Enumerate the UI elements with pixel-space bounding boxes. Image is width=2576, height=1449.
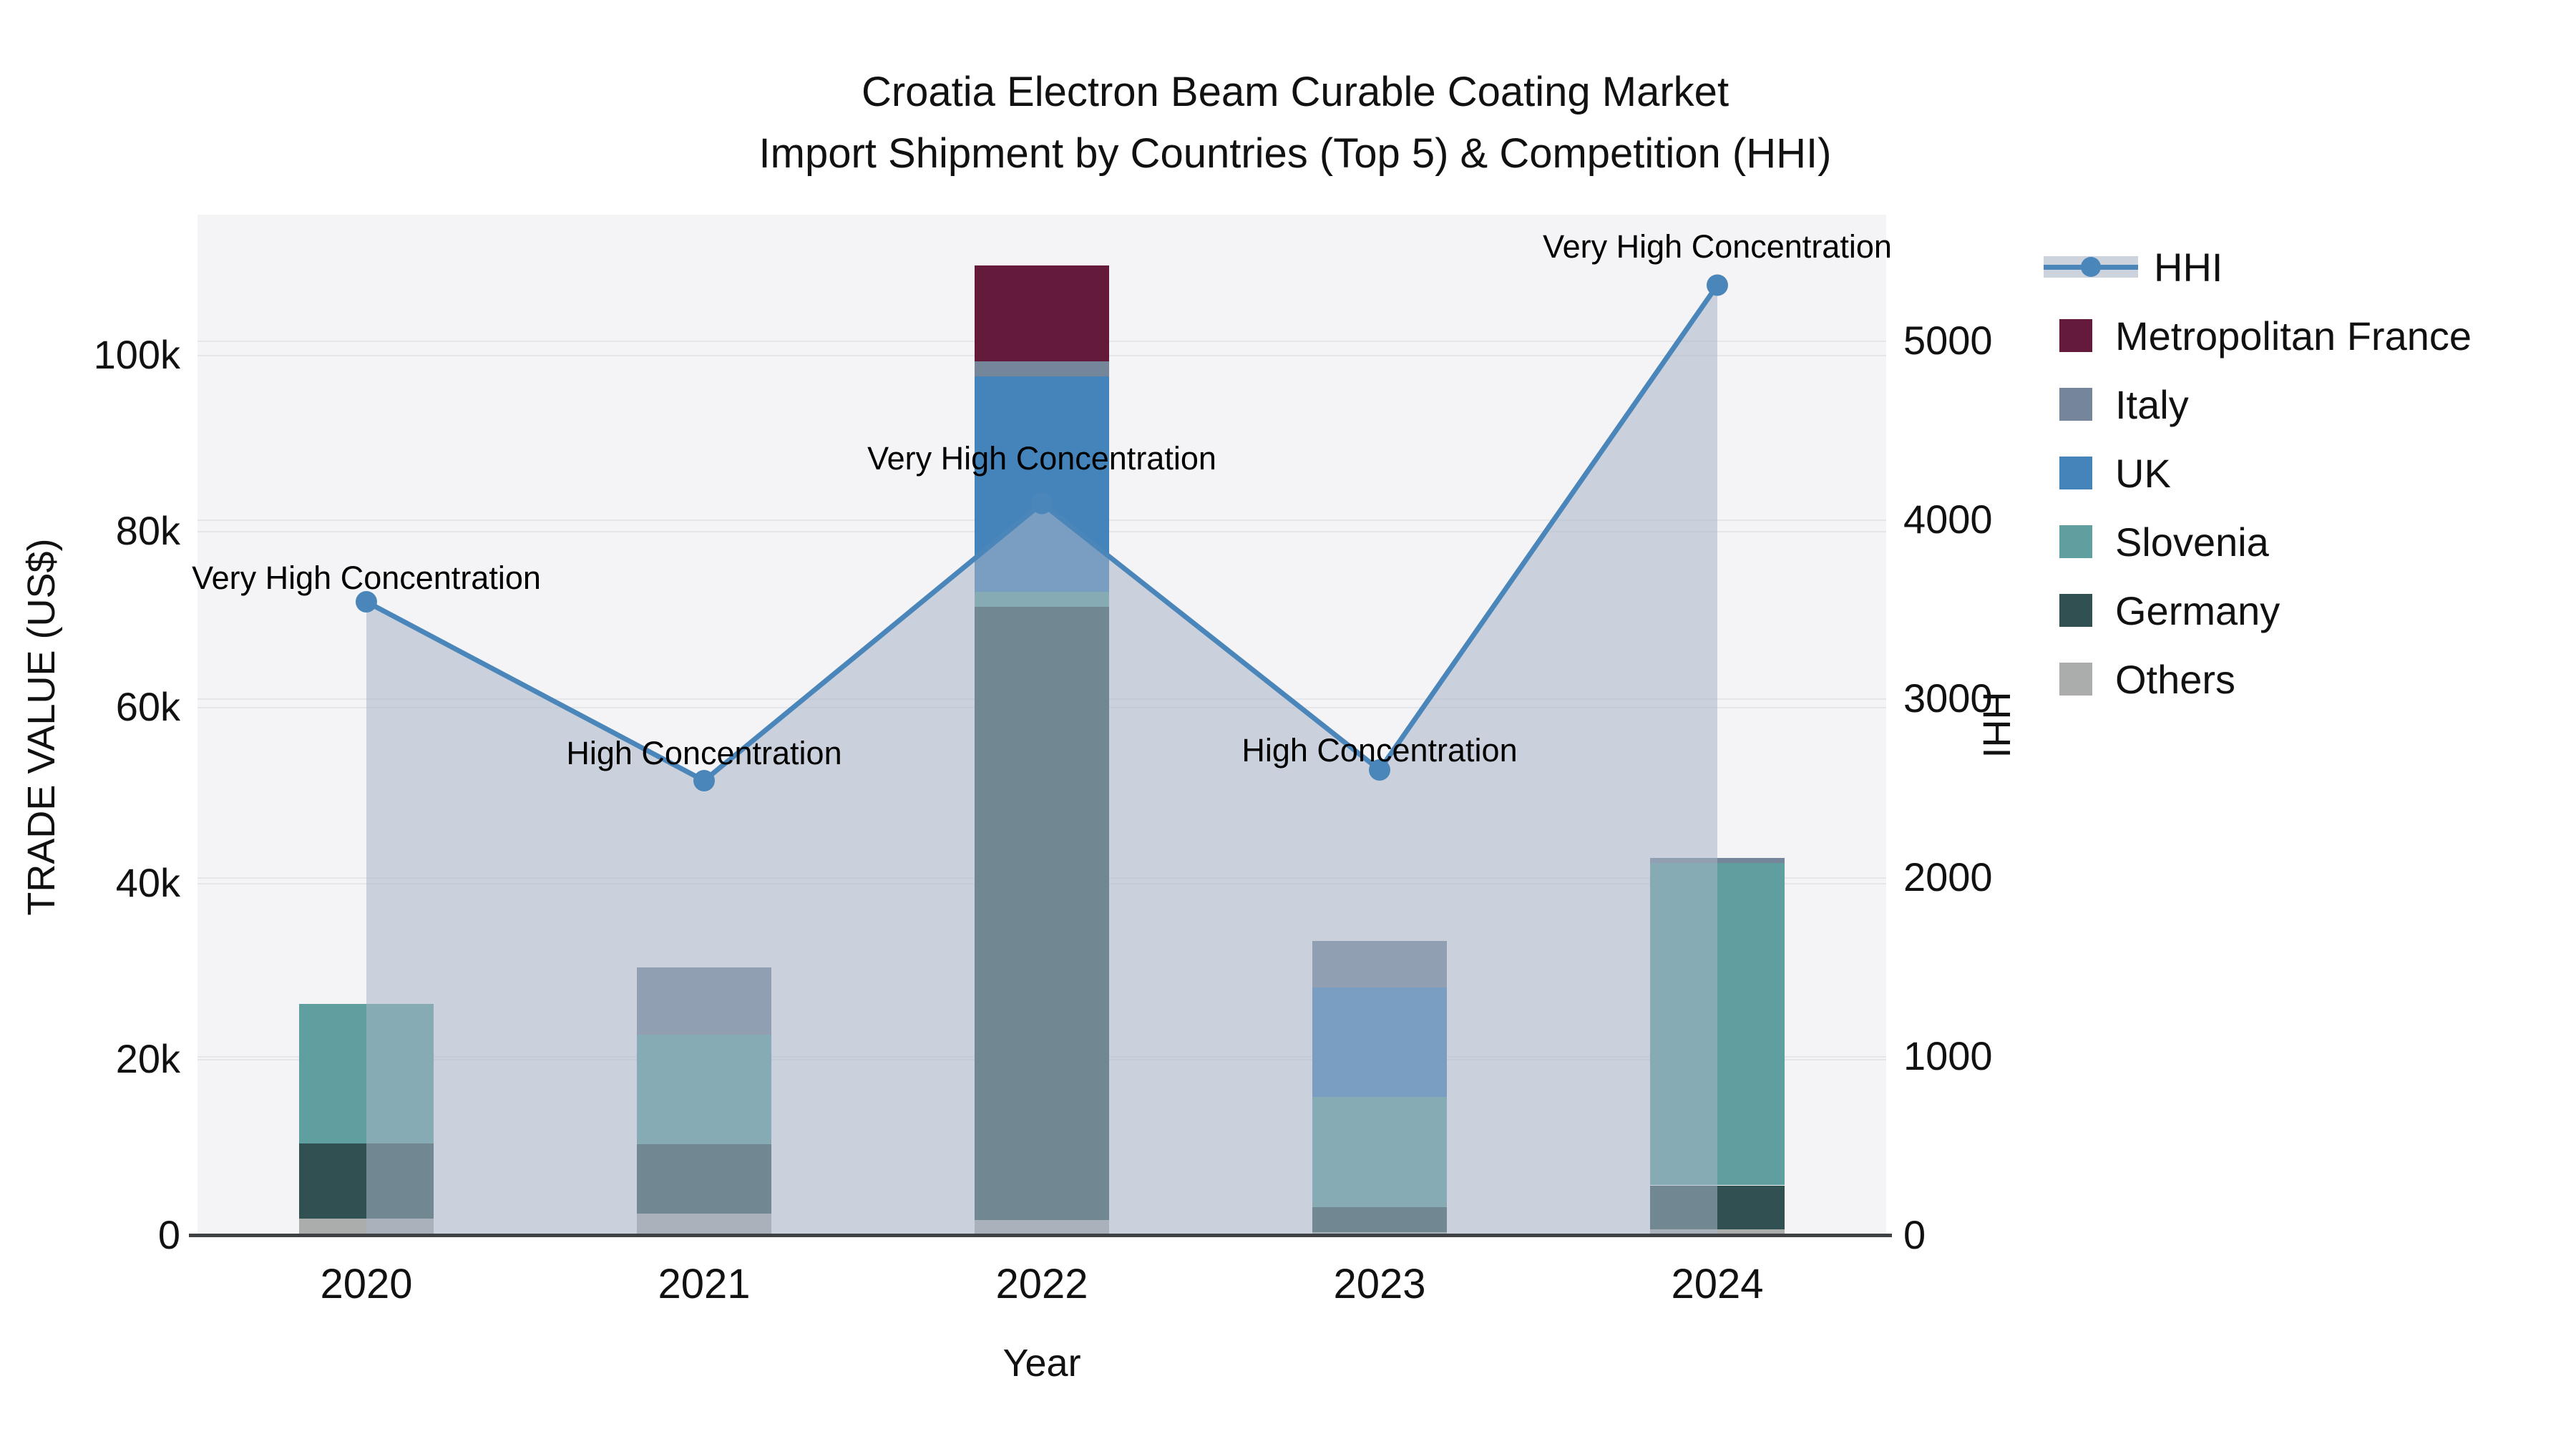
chart-title-line2: Import Shipment by Countries (Top 5) & C… xyxy=(758,130,1832,177)
y-left-tick-label: 40k xyxy=(115,860,180,905)
y-right-tick-label: 2000 xyxy=(1903,854,1993,899)
x-axis-title: Year xyxy=(1002,1342,1081,1385)
legend-swatch-metropolitan-france xyxy=(2059,319,2092,352)
chart-title-line1: Croatia Electron Beam Curable Coating Ma… xyxy=(861,69,1729,115)
bar-segment-germany-2021[interactable] xyxy=(637,1144,771,1214)
legend-item-hhi[interactable]: HHI xyxy=(2044,233,2223,301)
y-right-tick-label: 0 xyxy=(1903,1212,1926,1257)
y-left-tick-label: 80k xyxy=(115,508,180,553)
bar-segment-germany-2020[interactable] xyxy=(299,1143,434,1219)
legend-item-italy[interactable]: Italy xyxy=(2044,370,2189,439)
x-tick-label-2024: 2024 xyxy=(1671,1261,1764,1307)
legend-label: Others xyxy=(2115,656,2236,702)
annotation-2024: Very High Concentration xyxy=(1543,228,1892,265)
chart-title: Croatia Electron Beam Curable Coating Ma… xyxy=(759,62,1832,185)
legend-swatch-slovenia xyxy=(2059,525,2092,558)
x-tick-label-2023: 2023 xyxy=(1333,1261,1426,1307)
y-right-tick-label: 5000 xyxy=(1903,318,1993,363)
annotation-2021: High Concentration xyxy=(566,735,842,771)
bar-segment-italy-2021[interactable] xyxy=(637,967,771,1035)
legend-item-germany[interactable]: Germany xyxy=(2044,576,2280,645)
bar-segment-others-2022[interactable] xyxy=(975,1220,1109,1235)
y-left-tick-label: 100k xyxy=(93,332,180,377)
legend-item-others[interactable]: Others xyxy=(2044,645,2235,713)
bar-segment-uk-2022[interactable] xyxy=(975,376,1109,592)
x-tick-label-2021: 2021 xyxy=(658,1261,751,1307)
bar-segment-others-2021[interactable] xyxy=(637,1214,771,1235)
legend-swatch-italy xyxy=(2059,388,2092,421)
bar-segment-italy-2022[interactable] xyxy=(975,361,1109,376)
legend-label: Metropolitan France xyxy=(2115,313,2472,358)
y-axis-left-title: TRADE VALUE (US$) xyxy=(20,538,63,916)
hhi-legend-sample-icon xyxy=(2044,256,2138,278)
bar-segment-italy-2024[interactable] xyxy=(1650,857,1785,864)
bar-segment-slovenia-2021[interactable] xyxy=(637,1034,771,1145)
legend-swatch-others xyxy=(2059,663,2092,696)
bar-segment-germany-2022[interactable] xyxy=(975,606,1109,1221)
legend-label: HHI xyxy=(2154,244,2223,290)
bar-segment-slovenia-2024[interactable] xyxy=(1650,863,1785,1186)
bar-segment-slovenia-2022[interactable] xyxy=(975,591,1109,607)
legend-swatch-uk xyxy=(2059,457,2092,489)
legend-label: Germany xyxy=(2115,587,2280,633)
bar-segment-uk-2023[interactable] xyxy=(1312,987,1447,1097)
y-left-tick-label: 0 xyxy=(157,1212,180,1257)
legend-label: UK xyxy=(2115,450,2171,496)
y-right-tick-label: 3000 xyxy=(1903,675,1993,721)
x-tick-label-2022: 2022 xyxy=(995,1261,1088,1307)
bar-segment-germany-2024[interactable] xyxy=(1650,1185,1785,1229)
legend-label: Slovenia xyxy=(2115,519,2269,565)
annotation-2020: Very High Concentration xyxy=(192,560,541,596)
bar-segment-others-2024[interactable] xyxy=(1650,1229,1785,1235)
annotation-2022: Very High Concentration xyxy=(867,439,1216,477)
x-tick-label-2020: 2020 xyxy=(320,1261,413,1307)
legend-item-uk[interactable]: UK xyxy=(2044,439,2171,507)
hhi-legend-marker-icon xyxy=(2081,257,2101,277)
y-right-tick-label: 1000 xyxy=(1903,1033,1993,1078)
legend-swatch-germany xyxy=(2059,594,2092,627)
y-left-tick-label: 20k xyxy=(115,1036,180,1081)
y-axis-right-title: HHI xyxy=(1975,691,2018,758)
legend-label: Italy xyxy=(2115,381,2189,427)
bar-segment-germany-2023[interactable] xyxy=(1312,1206,1447,1233)
legend-item-metropolitan-france[interactable]: Metropolitan France xyxy=(2044,301,2472,370)
y-right-tick-label: 4000 xyxy=(1903,497,1993,542)
bar-segment-slovenia-2020[interactable] xyxy=(299,1003,434,1144)
legend-item-slovenia[interactable]: Slovenia xyxy=(2044,507,2269,576)
bar-segment-others-2020[interactable] xyxy=(299,1218,434,1235)
bar-segment-italy-2023[interactable] xyxy=(1312,941,1447,988)
y-left-tick-label: 60k xyxy=(115,684,180,729)
x-axis-line xyxy=(189,1234,1892,1237)
bar-segment-metropolitan-france-2022[interactable] xyxy=(975,265,1109,361)
annotation-2023: High Concentration xyxy=(1241,732,1518,769)
bar-segment-slovenia-2023[interactable] xyxy=(1312,1096,1447,1207)
